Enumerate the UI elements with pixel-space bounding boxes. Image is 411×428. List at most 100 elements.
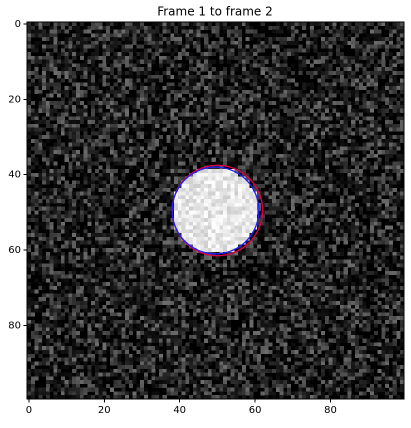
pixel xyxy=(30,138,35,143)
pixel xyxy=(351,251,356,257)
pixel xyxy=(313,59,318,64)
pixel xyxy=(76,101,81,106)
pixel xyxy=(109,165,115,170)
pixel xyxy=(147,25,152,30)
pixel xyxy=(166,184,171,189)
pixel xyxy=(170,37,175,42)
pixel xyxy=(102,93,107,98)
pixel xyxy=(226,214,231,219)
pixel xyxy=(87,161,92,166)
pixel xyxy=(283,116,288,121)
pixel xyxy=(113,40,118,45)
pixel xyxy=(219,97,224,102)
pixel xyxy=(317,161,322,166)
pixel xyxy=(102,202,107,208)
pixel xyxy=(309,150,314,155)
pixel xyxy=(34,202,39,208)
pixel xyxy=(64,195,69,200)
pixel xyxy=(370,55,375,60)
pixel xyxy=(272,244,277,249)
pixel xyxy=(238,255,243,260)
pixel xyxy=(98,127,103,132)
pixel xyxy=(94,86,99,91)
pixel xyxy=(94,202,99,208)
pixel xyxy=(121,52,126,57)
pixel xyxy=(140,244,145,249)
pixel xyxy=(362,187,367,192)
pixel xyxy=(192,195,197,200)
pixel xyxy=(57,285,62,290)
pixel xyxy=(91,33,96,38)
pixel xyxy=(204,172,209,177)
pixel xyxy=(109,285,115,290)
pixel xyxy=(238,240,243,245)
pixel xyxy=(362,135,367,140)
pixel xyxy=(328,191,333,196)
pixel xyxy=(377,218,382,223)
pixel xyxy=(53,71,58,76)
pixel xyxy=(42,210,47,215)
pixel xyxy=(336,225,341,230)
pixel xyxy=(83,150,88,155)
pixel xyxy=(305,101,311,106)
pixel xyxy=(230,153,235,159)
pixel xyxy=(354,236,360,241)
pixel xyxy=(309,74,314,79)
pixel xyxy=(185,225,190,230)
pixel xyxy=(109,157,115,162)
pixel xyxy=(290,202,295,208)
pixel xyxy=(60,150,65,155)
pixel xyxy=(147,67,152,72)
pixel xyxy=(192,74,197,79)
pixel xyxy=(366,127,371,132)
pixel xyxy=(181,225,186,230)
pixel xyxy=(385,267,390,272)
pixel xyxy=(377,108,382,113)
pixel xyxy=(113,150,118,155)
pixel xyxy=(27,180,32,185)
pixel xyxy=(42,74,47,79)
pixel xyxy=(117,282,122,287)
pixel xyxy=(223,25,228,30)
pixel xyxy=(106,131,111,136)
pixel xyxy=(140,89,145,94)
pixel xyxy=(275,108,280,113)
pixel xyxy=(264,282,269,287)
pixel xyxy=(241,172,246,177)
pixel xyxy=(332,187,337,192)
pixel xyxy=(94,82,99,87)
pixel xyxy=(241,210,246,215)
pixel xyxy=(49,37,54,42)
pixel xyxy=(177,142,182,147)
pixel xyxy=(219,236,224,241)
pixel xyxy=(128,52,133,57)
pixel xyxy=(34,112,39,117)
pixel xyxy=(91,251,96,257)
pixel xyxy=(162,153,167,159)
pixel xyxy=(362,274,367,279)
pixel xyxy=(339,184,344,189)
pixel xyxy=(27,251,32,257)
pixel xyxy=(294,202,299,208)
pixel xyxy=(140,206,145,211)
pixel xyxy=(162,278,167,283)
pixel xyxy=(49,52,54,57)
pixel xyxy=(268,248,273,253)
pixel xyxy=(260,104,265,110)
pixel xyxy=(125,236,130,241)
pixel xyxy=(373,157,378,162)
pixel xyxy=(162,282,167,287)
pixel xyxy=(215,259,220,264)
pixel xyxy=(381,97,386,102)
pixel xyxy=(204,93,209,98)
pixel xyxy=(287,187,292,192)
pixel xyxy=(249,108,254,113)
pixel xyxy=(275,274,280,279)
pixel xyxy=(211,176,216,181)
pixel xyxy=(189,78,194,83)
pixel xyxy=(211,29,216,34)
pixel xyxy=(30,180,35,185)
pixel xyxy=(230,116,235,121)
pixel xyxy=(317,104,322,110)
pixel xyxy=(321,270,326,275)
